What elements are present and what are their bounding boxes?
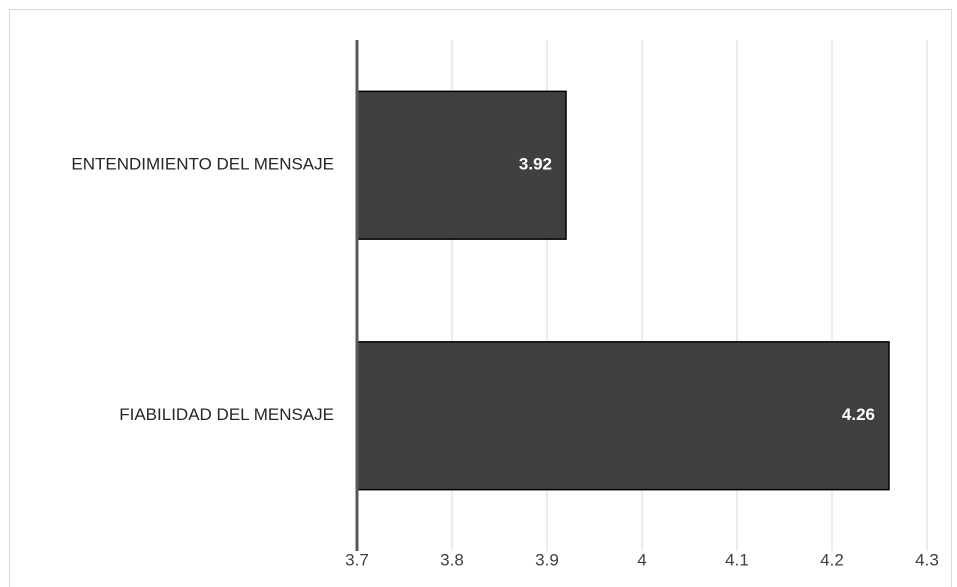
x-axis-ticks: 3.7 3.8 3.9 4 4.1 4.2 4.3 <box>345 550 939 569</box>
x-tick-label: 3.8 <box>440 550 464 569</box>
bar <box>356 341 890 491</box>
bar <box>356 90 567 240</box>
category-label: ENTENDIMIENTO DEL MENSAJE <box>71 155 334 174</box>
x-tick-label: 3.7 <box>345 550 369 569</box>
bars <box>356 90 890 491</box>
x-tick-label: 4.1 <box>725 550 749 569</box>
x-tick-label: 4.2 <box>820 550 844 569</box>
data-labels: 3.92 4.26 <box>519 155 875 425</box>
x-tick-label: 4 <box>637 550 646 569</box>
data-label: 4.26 <box>842 405 875 424</box>
y-axis-categories: ENTENDIMIENTO DEL MENSAJE FIABILIDAD DEL … <box>71 155 334 425</box>
category-label: FIABILIDAD DEL MENSAJE <box>119 405 334 424</box>
x-tick-label: 3.9 <box>535 550 559 569</box>
x-tick-label: 4.3 <box>915 550 939 569</box>
data-label: 3.92 <box>519 155 552 174</box>
